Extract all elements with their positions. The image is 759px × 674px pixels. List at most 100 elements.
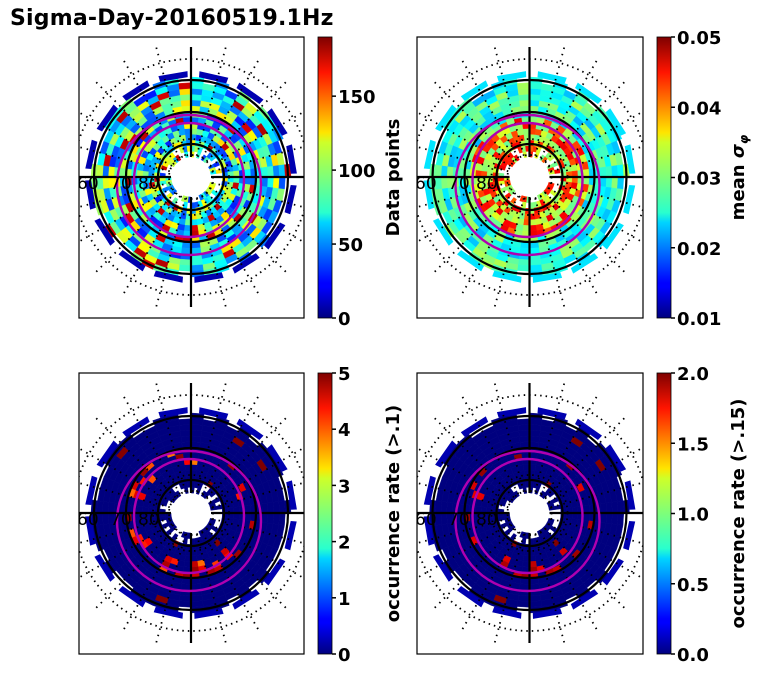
heatmap-cell: [190, 435, 202, 443]
heatmap-cell: [190, 429, 203, 437]
colorbar-tick-label: 0.04: [677, 98, 721, 119]
heatmap-cell: [529, 594, 542, 602]
heatmap-cell: [423, 516, 435, 546]
heatmap-cell: [267, 512, 275, 525]
heatmap-cell: [517, 424, 530, 432]
heatmap-cell: [181, 441, 192, 449]
heatmap-cell: [605, 444, 627, 472]
colorbar-label: mean σφ: [728, 134, 751, 220]
heatmap-cell: [199, 407, 229, 420]
heatmap-cell: [190, 82, 204, 90]
heatmap-cell: [432, 218, 454, 246]
heatmap-cell: [190, 99, 202, 107]
colorbar-1: 0 50 100 150 Data points: [317, 36, 404, 330]
heatmap-cell: [529, 600, 543, 608]
lat-label: 60: [77, 174, 99, 194]
colorbar-tick-label: 100: [338, 161, 376, 182]
heatmap-cell: [611, 165, 619, 178]
heatmap-cell: [513, 490, 520, 498]
heatmap-cell: [516, 264, 530, 272]
heatmap-cell: [175, 490, 182, 498]
colorbar-4: 0.0 0.5 1.0 1.5 2.0 occurrence rate (>.15): [656, 364, 749, 666]
colorbar-tick-label: 0.01: [677, 309, 721, 330]
heatmap-cell: [181, 105, 192, 113]
heatmap-cell: [179, 93, 192, 101]
heatmap-cell: [440, 165, 448, 178]
polar-panel-1: 60 70 80: [77, 36, 305, 319]
heatmap-cell: [261, 512, 269, 524]
colorbar-tick-label: 4: [338, 420, 351, 441]
heatmap-cell: [194, 272, 224, 283]
heatmap-cell: [232, 589, 260, 610]
heatmap-cell: [513, 154, 520, 162]
heatmap-cell: [435, 440, 457, 468]
lat-label: 80: [476, 510, 498, 530]
heatmap-cell: [605, 108, 627, 136]
heatmap-cell: [575, 82, 602, 104]
heatmap-cell: [516, 418, 530, 426]
heatmap-cell: [102, 176, 110, 189]
heatmap-cell: [435, 104, 457, 132]
colorbar-tick-label: 1.5: [677, 434, 709, 455]
auroral-oval-poleward: [132, 121, 246, 239]
heatmap-cell: [519, 105, 530, 113]
heatmap-cell: [460, 416, 489, 437]
lat-label: 70: [110, 174, 132, 194]
heatmap-cell: [519, 195, 525, 203]
colorbar-tick-label: 3: [338, 476, 351, 497]
heatmap-cell: [519, 531, 525, 539]
heatmap-cell: [179, 258, 192, 266]
heatmap-cell: [179, 429, 192, 437]
heatmap-cell: [244, 504, 252, 514]
heatmap-cell: [118, 586, 146, 608]
heatmap-cell: [96, 440, 118, 468]
heatmap-cell: [178, 600, 192, 608]
heatmap-cell: [517, 594, 530, 602]
heatmap-cell: [457, 586, 484, 608]
heatmap-cell: [570, 589, 599, 610]
heatmap-cell: [190, 264, 204, 272]
axes-frame: [78, 372, 305, 655]
heatmap-cell: [232, 253, 260, 274]
heatmap-cell: [272, 512, 280, 525]
auroral-oval-poleward: [471, 457, 584, 575]
heatmap-cell: [519, 441, 530, 449]
heatmap-cell: [153, 606, 183, 619]
colorbar-label: occurrence rate (>.15): [728, 399, 749, 629]
colorbar-2: 0.01 0.02 0.03 0.04 0.05 mean σφ: [656, 28, 751, 330]
heatmap-cell: [529, 82, 543, 90]
heatmap-cell: [492, 606, 522, 619]
heatmap-cell: [286, 480, 297, 510]
heatmap-cell: [492, 270, 522, 283]
colorbar-gradient: [317, 36, 333, 319]
heatmap-cell: [519, 435, 530, 443]
heatmap-cell: [624, 480, 636, 510]
heatmap-cell: [519, 583, 530, 591]
heatmap-cell: [529, 99, 540, 107]
polar-panel-3: 60 70 80: [78, 372, 305, 655]
heatmap-cell: [611, 176, 619, 189]
heatmap-cell: [190, 424, 203, 432]
heatmap-cell: [605, 501, 613, 514]
heatmap-cell: [583, 504, 590, 514]
heatmap-cell: [199, 71, 229, 84]
heatmap-cell: [190, 105, 201, 113]
colorbar-gradient: [656, 36, 672, 319]
heatmap-cell: [244, 168, 252, 178]
heatmap-cell: [605, 176, 613, 189]
lat-label: 60: [415, 510, 437, 530]
heatmap-cell: [85, 180, 96, 210]
heatmap-cell: [529, 435, 540, 443]
heatmap-cell: [85, 139, 98, 169]
heatmap-cell: [537, 71, 567, 84]
heatmap-cell: [440, 501, 448, 514]
heatmap-cell: [570, 253, 599, 274]
heatmap-cell: [267, 501, 275, 514]
heatmap-cell: [85, 475, 98, 505]
colorbar-tick-label: 5: [338, 364, 351, 385]
heatmap-cell: [181, 577, 192, 585]
auroral-oval-equatorward: [115, 449, 263, 593]
heatmap-cell: [496, 407, 527, 418]
heatmap-cell: [190, 600, 204, 608]
heatmap-cell: [496, 71, 527, 82]
